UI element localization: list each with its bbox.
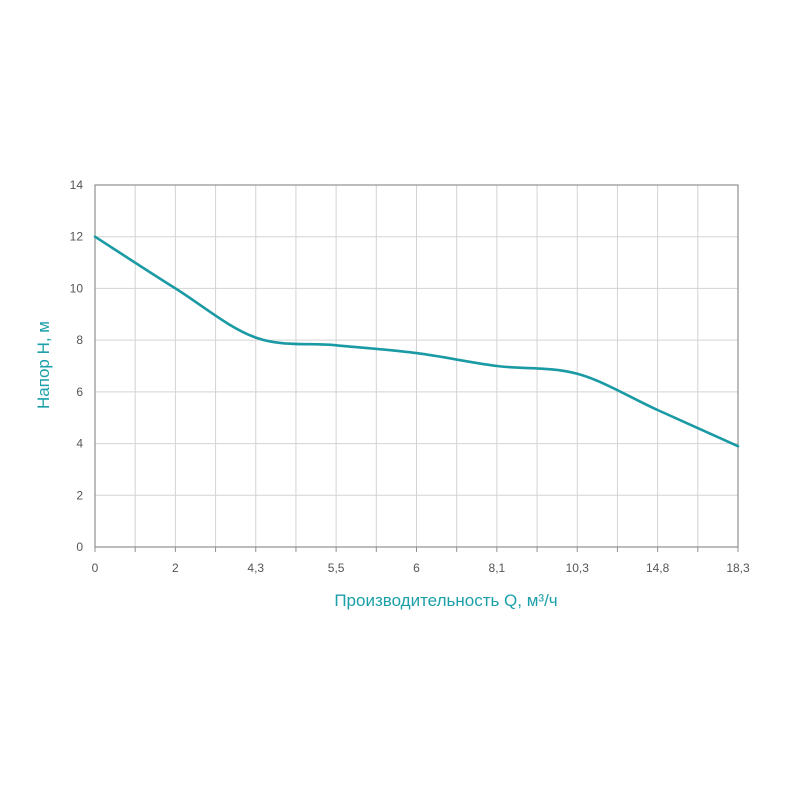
grid-lines: [95, 185, 738, 547]
y-tick-label: 6: [76, 385, 83, 399]
x-tick-label: 4,3: [247, 561, 264, 575]
x-tick-label: 5,5: [328, 561, 345, 575]
y-tick-label: 10: [70, 281, 84, 295]
x-tick-label: 14,8: [646, 561, 670, 575]
y-tick-label: 0: [76, 540, 83, 554]
y-tick-label: 14: [70, 178, 84, 192]
x-tick-label: 18,3: [726, 561, 750, 575]
y-tick-label: 2: [76, 488, 83, 502]
y-axis-title: Напор H, м: [34, 321, 53, 409]
y-tick-label: 4: [76, 437, 83, 451]
x-tick-label: 8,1: [489, 561, 506, 575]
x-tick-label: 6: [413, 561, 420, 575]
x-tick-label: 2: [172, 561, 179, 575]
y-axis-tick-labels: 0 2 4 6 8 10 12 14: [70, 178, 84, 554]
y-tick-label: 12: [70, 230, 84, 244]
y-tick-label: 8: [76, 333, 83, 347]
x-tick-label: 10,3: [566, 561, 590, 575]
x-axis-title: Производительность Q, м³/ч: [334, 591, 557, 610]
x-tick-label: 0: [92, 561, 99, 575]
series-line-head-curve: [93, 235, 740, 448]
plot-frame: [94, 184, 739, 548]
x-axis-tick-labels: 0 2 4,3 5,5 6 8,1 10,3 14,8 18,3: [92, 561, 750, 575]
x-axis-ticks: [94, 547, 739, 552]
